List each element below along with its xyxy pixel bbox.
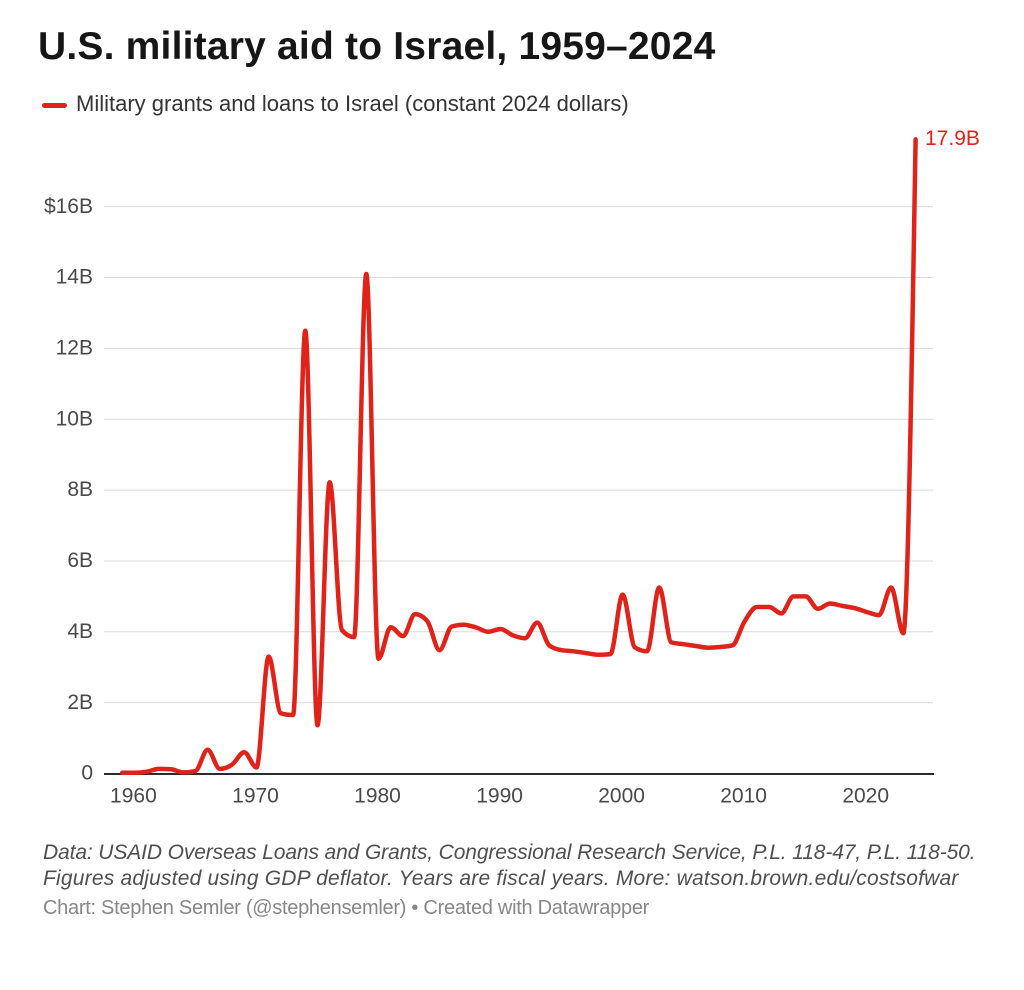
svg-text:12B: 12B (56, 337, 93, 360)
svg-text:6B: 6B (67, 549, 93, 572)
svg-text:1990: 1990 (476, 785, 523, 808)
svg-text:2020: 2020 (842, 785, 889, 808)
svg-text:0: 0 (81, 762, 93, 785)
svg-text:1980: 1980 (354, 785, 401, 808)
svg-text:$16B: $16B (44, 195, 93, 218)
svg-text:2000: 2000 (598, 785, 645, 808)
svg-text:8B: 8B (67, 478, 93, 501)
svg-text:1970: 1970 (232, 785, 279, 808)
svg-text:14B: 14B (56, 266, 93, 289)
svg-text:10B: 10B (56, 407, 93, 430)
svg-text:1960: 1960 (110, 785, 157, 808)
svg-text:2010: 2010 (720, 785, 767, 808)
svg-text:2B: 2B (67, 691, 93, 714)
svg-text:4B: 4B (67, 620, 93, 643)
